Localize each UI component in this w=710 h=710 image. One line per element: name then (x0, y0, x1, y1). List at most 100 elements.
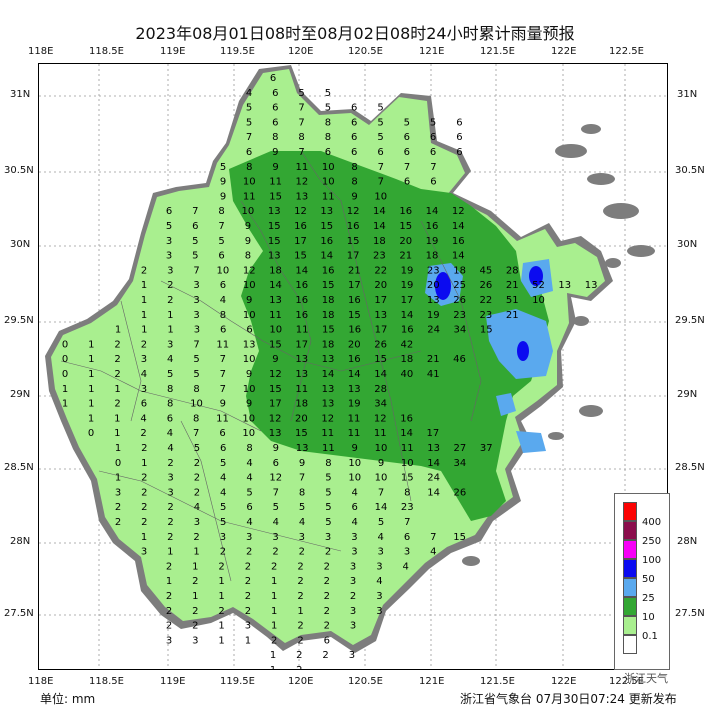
rainfall-value: 15 (269, 384, 282, 395)
rainfall-value: 18 (322, 295, 335, 306)
rainfall-value: 2 (245, 606, 251, 617)
rainfall-value: 2 (325, 547, 331, 558)
rainfall-value: 2 (166, 561, 172, 572)
rainfall-value: 9 (272, 147, 278, 158)
rainfall-value: 15 (320, 221, 333, 232)
rainfall-value: 1 (88, 369, 94, 380)
legend-swatch-100 (623, 540, 637, 559)
rainfall-value: 4 (273, 517, 279, 528)
rainfall-value: 2 (297, 635, 303, 646)
rain-50-100-area (435, 266, 543, 361)
rainfall-value: 1 (114, 384, 120, 395)
rainfall-value: 2 (141, 443, 147, 454)
rainfall-value: 2 (245, 576, 251, 587)
left-lat-label: 28.5N (4, 462, 34, 473)
rainfall-value: 4 (246, 517, 252, 528)
rainfall-value: 12 (296, 177, 309, 188)
rainfall-value: 6 (404, 177, 410, 188)
rainfall-value: 51 (506, 295, 519, 306)
rainfall-value: 3 (350, 576, 356, 587)
rainfall-value: 2 (114, 354, 120, 365)
offshore-islands (462, 124, 655, 566)
rainfall-value: 6 (141, 399, 147, 410)
rainfall-value: 2 (114, 399, 120, 410)
rainfall-value: 34 (374, 399, 387, 410)
rainfall-value: 2 (296, 665, 302, 670)
rainfall-value: 20 (427, 280, 440, 291)
rainfall-value: 6 (220, 325, 226, 336)
rainfall-value: 2 (141, 487, 147, 498)
rainfall-value: 2 (296, 650, 302, 661)
rainfall-value: 1 (88, 399, 94, 410)
rainfall-value: 15 (294, 251, 307, 262)
rainfall-value: 12 (269, 413, 282, 424)
rainfall-value: 25 (453, 280, 466, 291)
rainfall-value: 2 (245, 591, 251, 602)
bottom-lon-label: 122E (551, 676, 577, 687)
rainfall-value: 16 (348, 325, 361, 336)
rainfall-value: 17 (427, 428, 440, 439)
rainfall-value: 10 (375, 443, 388, 454)
rainfall-value: 7 (298, 117, 304, 128)
rainfall-value: 8 (325, 117, 331, 128)
rainfall-value: 1 (62, 384, 68, 395)
rainfall-value: 6 (430, 132, 436, 143)
rainfall-value: 3 (246, 532, 252, 543)
rainfall-value: 6 (219, 428, 225, 439)
rainfall-value: 28 (374, 384, 387, 395)
rainfall-value: 13 (322, 354, 335, 365)
rainfall-value: 10 (348, 473, 361, 484)
rainfall-value: 1 (141, 280, 147, 291)
rainfall-value: 41 (427, 369, 440, 380)
rainfall-value: 14 (295, 265, 308, 276)
rainfall-value: 13 (269, 295, 282, 306)
bottom-lon-label: 120.5E (348, 676, 383, 687)
rainfall-value: 23 (480, 310, 493, 321)
rainfall-value: 14 (373, 206, 386, 217)
rainfall-value: 2 (297, 576, 303, 587)
rainfall-value: 9 (246, 369, 252, 380)
rainfall-value: 13 (558, 280, 571, 291)
rainfall-value: 6 (272, 117, 278, 128)
rainfall-value: 6 (167, 413, 173, 424)
issuer-label: 浙江省气象台 07月30日07:24 更新发布 (460, 692, 677, 706)
rainfall-value: 18 (295, 399, 308, 410)
rainfall-value: 5 (220, 517, 226, 528)
rainfall-value: 8 (218, 206, 224, 217)
rainfall-value: 19 (401, 280, 414, 291)
rain-10-25-area (229, 151, 549, 521)
rainfall-value: 3 (166, 236, 172, 247)
rainfall-value: 2 (194, 473, 200, 484)
rainfall-value: 2 (167, 517, 173, 528)
right-lat-label: 31N (677, 89, 698, 100)
rainfall-value: 3 (351, 547, 357, 558)
rainfall-value: 17 (269, 399, 282, 410)
rainfall-value: 6 (377, 147, 383, 158)
rainfall-value: 6 (246, 147, 252, 158)
rainfall-value: 12 (243, 265, 256, 276)
bottom-lon-label: 121.5E (480, 676, 515, 687)
rainfall-value: 2 (218, 561, 224, 572)
rainfall-value: 5 (325, 103, 331, 114)
rainfall-value: 13 (269, 428, 282, 439)
rainfall-value: 12 (347, 206, 360, 217)
rainfall-value: 20 (295, 413, 308, 424)
rainfall-value: 4 (352, 487, 358, 498)
rainfall-value: 4 (299, 517, 305, 528)
bottom-lon-label: 121E (419, 676, 445, 687)
rainfall-value: 16 (347, 221, 360, 232)
rainfall-value: 9 (220, 177, 226, 188)
rainfall-value: 7 (378, 177, 384, 188)
rainfall-value: 3 (167, 339, 173, 350)
rainfall-value: 4 (246, 458, 252, 469)
rainfall-value: 4 (220, 473, 226, 484)
rainfall-value: 15 (322, 280, 335, 291)
rainfall-value: 2 (194, 458, 200, 469)
rainfall-value: 6 (246, 502, 252, 513)
rainfall-value: 9 (272, 354, 278, 365)
rainfall-value: 13 (268, 251, 281, 262)
rainfall-value: 6 (456, 117, 462, 128)
rainfall-value: 5 (166, 221, 172, 232)
rainfall-value: 1 (166, 576, 172, 587)
rainfall-value: 16 (399, 206, 412, 217)
